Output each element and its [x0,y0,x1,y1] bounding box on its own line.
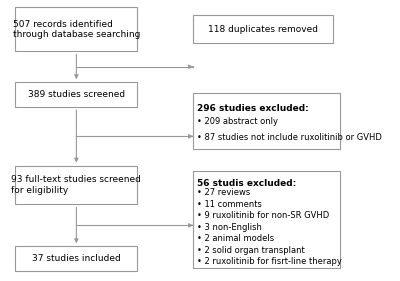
FancyBboxPatch shape [15,166,138,205]
Text: • 27 reviews: • 27 reviews [197,188,250,197]
Text: 507 records identified
through database searching: 507 records identified through database … [13,19,140,39]
Text: • 2 ruxolitinib for fisrt-line therapy: • 2 ruxolitinib for fisrt-line therapy [197,257,342,266]
Text: 296 studies excluded:: 296 studies excluded: [197,104,308,113]
FancyBboxPatch shape [193,93,340,149]
Text: 37 studies included: 37 studies included [32,254,121,263]
FancyBboxPatch shape [193,15,333,43]
Text: • 87 studies not include ruxolitinib or GVHD: • 87 studies not include ruxolitinib or … [197,133,382,142]
Text: 118 duplicates removed: 118 duplicates removed [208,25,318,34]
Text: • 209 abstract only: • 209 abstract only [197,117,278,126]
Text: 93 full-text studies screened
for eligibility: 93 full-text studies screened for eligib… [12,175,141,195]
Text: • 3 non-English: • 3 non-English [197,223,262,232]
Text: • 9 ruxolitinib for non-SR GVHD: • 9 ruxolitinib for non-SR GVHD [197,211,329,220]
FancyBboxPatch shape [193,171,340,268]
Text: 389 studies screened: 389 studies screened [28,90,125,99]
FancyBboxPatch shape [15,7,138,51]
Text: • 2 solid organ transplant: • 2 solid organ transplant [197,246,304,255]
FancyBboxPatch shape [15,246,138,271]
Text: • 11 comments: • 11 comments [197,200,262,209]
Text: 56 studis excluded:: 56 studis excluded: [197,179,296,188]
FancyBboxPatch shape [15,82,138,107]
Text: • 2 animal models: • 2 animal models [197,234,274,243]
